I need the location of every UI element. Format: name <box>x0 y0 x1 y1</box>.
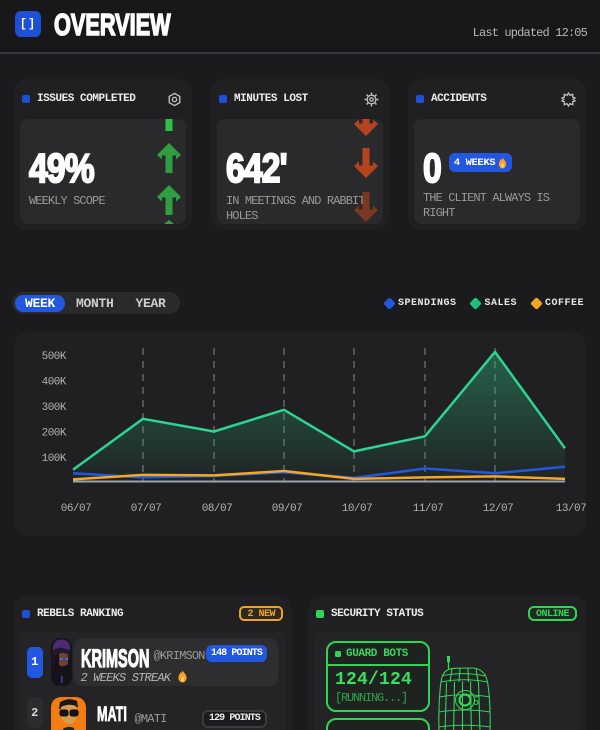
svg-text:07/07: 07/07 <box>131 503 162 515</box>
svg-text:09/07: 09/07 <box>272 503 303 515</box>
svg-text:06/07: 06/07 <box>61 503 92 515</box>
svg-text:300K: 300K <box>42 402 67 414</box>
svg-text:500K: 500K <box>42 351 67 363</box>
svg-text:08/07: 08/07 <box>202 503 233 515</box>
svg-text:200K: 200K <box>42 428 67 440</box>
svg-text:100K: 100K <box>42 453 67 465</box>
svg-text:11/07: 11/07 <box>413 503 444 515</box>
svg-text:13/07: 13/07 <box>556 503 586 515</box>
svg-text:10/07: 10/07 <box>342 503 373 515</box>
svg-text:12/07: 12/07 <box>483 503 514 515</box>
svg-text:400K: 400K <box>42 377 67 389</box>
